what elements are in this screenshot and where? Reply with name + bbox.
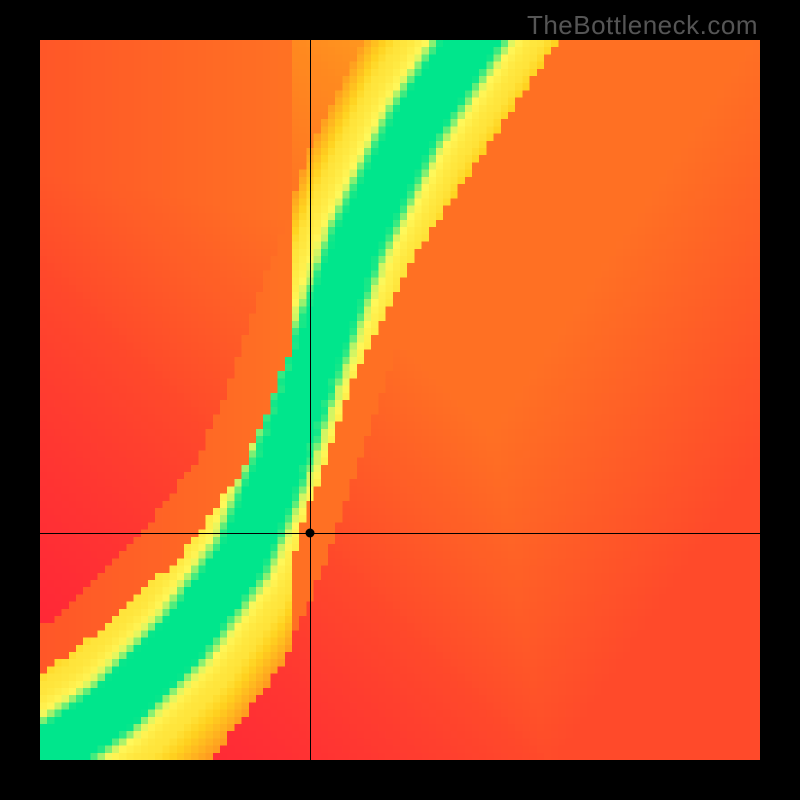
heatmap-plot — [40, 40, 760, 760]
crosshair-vertical — [310, 40, 311, 760]
crosshair-horizontal — [40, 533, 760, 534]
crosshair-marker — [306, 529, 315, 538]
watermark-text: TheBottleneck.com — [527, 10, 758, 41]
chart-frame: TheBottleneck.com — [0, 0, 800, 800]
heatmap-canvas — [40, 40, 760, 760]
